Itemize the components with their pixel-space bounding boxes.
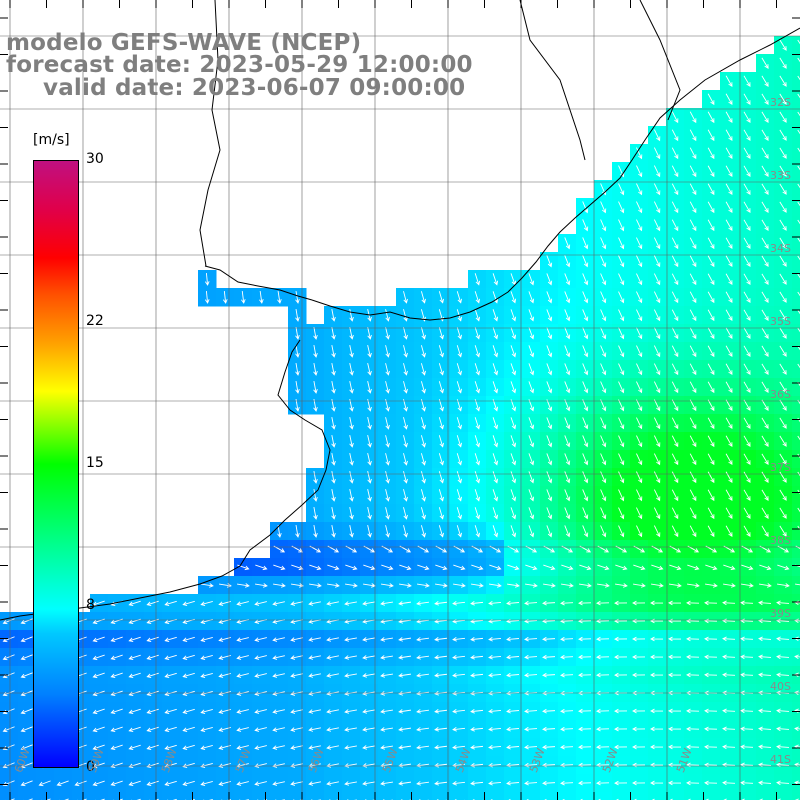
- speed-cell: [648, 792, 667, 800]
- speed-cell: [486, 792, 505, 800]
- speed-cell: [792, 522, 800, 541]
- speed-cell: [342, 792, 361, 800]
- speed-cell: [234, 792, 253, 800]
- speed-cell: [522, 792, 541, 800]
- speed-cell: [54, 792, 73, 800]
- speed-cell: [792, 450, 800, 469]
- speed-cell: [666, 792, 685, 800]
- speed-cell: [792, 288, 800, 307]
- latitude-label: 32S: [770, 96, 791, 109]
- speed-cell: [594, 792, 613, 800]
- speed-cell: [792, 432, 800, 451]
- colorbar: [33, 160, 79, 768]
- speed-cell: [792, 108, 800, 127]
- speed-cell: [756, 792, 775, 800]
- speed-cell: [18, 792, 37, 800]
- speed-cell: [324, 792, 343, 800]
- speed-cell: [792, 396, 800, 415]
- latitude-label: 36S: [770, 388, 791, 401]
- latitude-label: 40S: [770, 680, 791, 693]
- speed-cell: [252, 792, 271, 800]
- speed-cell: [180, 792, 199, 800]
- speed-cell: [0, 792, 19, 800]
- speed-cell: [576, 792, 595, 800]
- speed-cell: [792, 72, 800, 91]
- speed-cell: [612, 792, 631, 800]
- speed-cell: [792, 468, 800, 487]
- colorbar-tick-label: 8: [86, 598, 95, 612]
- speed-cell: [792, 144, 800, 163]
- speed-cell: [792, 162, 800, 181]
- speed-cell: [90, 792, 109, 800]
- speed-cell: [792, 270, 800, 289]
- title-valid-date: valid date: 2023-06-07 09:00:00: [43, 76, 465, 100]
- speed-cell: [702, 792, 721, 800]
- speed-cell: [162, 792, 181, 800]
- speed-cell: [792, 504, 800, 523]
- speed-cell: [792, 324, 800, 343]
- speed-cell: [792, 486, 800, 505]
- speed-cell: [72, 792, 91, 800]
- speed-cell: [378, 792, 397, 800]
- latitude-label: 35S: [770, 315, 791, 328]
- latitude-label: 39S: [770, 607, 791, 620]
- speed-cell: [792, 36, 800, 55]
- speed-cell: [792, 126, 800, 145]
- speed-cell: [792, 558, 800, 577]
- latitude-label: 41S: [770, 753, 791, 766]
- speed-cell: [792, 54, 800, 73]
- speed-cell: [450, 792, 469, 800]
- speed-cell: [270, 792, 289, 800]
- speed-cell: [792, 306, 800, 325]
- speed-cell: [540, 792, 559, 800]
- speed-cell: [738, 792, 757, 800]
- latitude-label: 38S: [770, 534, 791, 547]
- title-forecast-date: forecast date: 2023-05-29 12:00:00: [6, 53, 473, 77]
- colorbar-unit-label: [m/s]: [33, 132, 70, 148]
- speed-cell: [792, 90, 800, 109]
- speed-cell: [360, 792, 379, 800]
- speed-cell: [558, 792, 577, 800]
- latitude-label: 37S: [770, 461, 791, 474]
- speed-cell: [36, 792, 55, 800]
- speed-cell: [792, 792, 800, 800]
- speed-cell: [306, 792, 325, 800]
- colorbar-tick-label: 30: [86, 152, 104, 166]
- wind-speed-field: [0, 36, 800, 800]
- speed-cell: [720, 792, 739, 800]
- speed-cell: [504, 792, 523, 800]
- speed-cell: [792, 378, 800, 397]
- speed-cell: [288, 792, 307, 800]
- speed-cell: [792, 342, 800, 361]
- speed-cell: [216, 792, 235, 800]
- speed-cell: [144, 792, 163, 800]
- speed-cell: [792, 540, 800, 559]
- speed-cell: [792, 576, 800, 595]
- speed-cell: [126, 792, 145, 800]
- speed-cell: [792, 180, 800, 199]
- speed-cell: [108, 792, 127, 800]
- speed-cell: [630, 792, 649, 800]
- speed-cell: [198, 792, 217, 800]
- colorbar-tick-label: 15: [86, 456, 104, 470]
- speed-cell: [792, 216, 800, 235]
- latitude-label: 34S: [770, 242, 791, 255]
- latitude-label: 33S: [770, 169, 791, 182]
- speed-cell: [792, 414, 800, 433]
- speed-cell: [414, 792, 433, 800]
- speed-cell: [684, 792, 703, 800]
- speed-cell: [792, 360, 800, 379]
- speed-cell: [468, 792, 487, 800]
- colorbar-tick-label: 22: [86, 314, 104, 328]
